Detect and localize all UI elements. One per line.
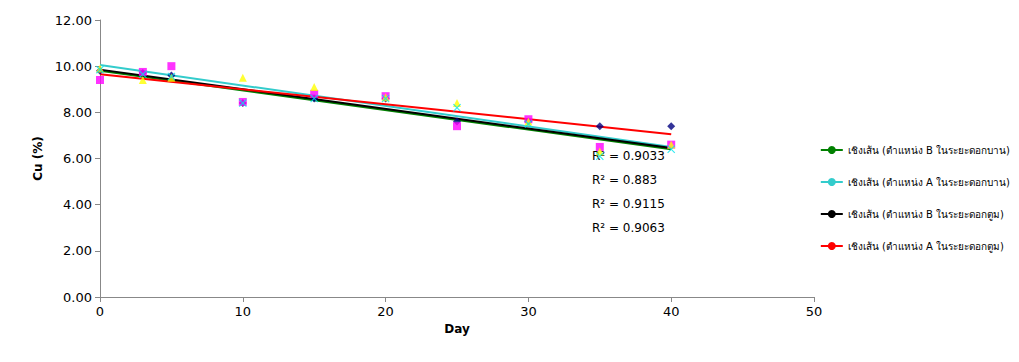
- svg-text:R² = 0.883: R² = 0.883: [592, 173, 657, 187]
- svg-text:0.00: 0.00: [63, 290, 92, 305]
- svg-text:20: 20: [377, 304, 394, 319]
- svg-text:40: 40: [663, 304, 680, 319]
- svg-text:10: 10: [235, 304, 252, 319]
- svg-text:4.00: 4.00: [63, 197, 92, 212]
- svg-text:6.00: 6.00: [63, 151, 92, 166]
- svg-text:30: 30: [520, 304, 537, 319]
- svg-text:เชิงเส้น (ตำแหน่ง A ในระยะดอกบ: เชิงเส้น (ตำแหน่ง A ในระยะดอกบาน): [848, 177, 1010, 188]
- svg-text:0: 0: [96, 304, 104, 319]
- svg-text:2.00: 2.00: [63, 243, 92, 258]
- svg-text:เชิงเส้น (ตำแหน่ง B ในระยะดอกบ: เชิงเส้น (ตำแหน่ง B ในระยะดอกบาน): [848, 145, 1010, 156]
- svg-text:10.00: 10.00: [55, 59, 92, 74]
- svg-text:เชิงเส้น (ตำแหน่ง B ในระยะดอกต: เชิงเส้น (ตำแหน่ง B ในระยะดอกตูม): [848, 209, 1004, 221]
- svg-text:Day: Day: [444, 322, 470, 336]
- svg-text:12.00: 12.00: [55, 13, 92, 28]
- svg-text:Cu (%): Cu (%): [31, 136, 45, 181]
- svg-text:50: 50: [806, 304, 823, 319]
- svg-text:เชิงเส้น (ตำแหน่ง A ในระยะดอกต: เชิงเส้น (ตำแหน่ง A ในระยะดอกตูม): [848, 241, 1004, 253]
- svg-text:8.00: 8.00: [63, 105, 92, 120]
- svg-text:R² = 0.9063: R² = 0.9063: [592, 221, 665, 235]
- svg-text:R² = 0.9115: R² = 0.9115: [592, 197, 665, 211]
- svg-text:R² = 0.9033: R² = 0.9033: [592, 149, 665, 163]
